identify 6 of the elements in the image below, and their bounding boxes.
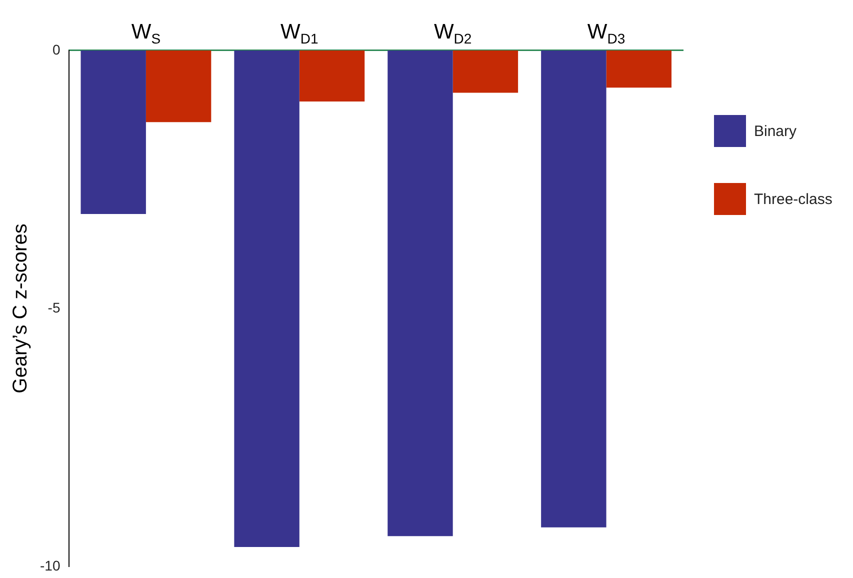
y-tick-label: 0 <box>52 41 60 58</box>
y-tick-label: -10 <box>40 557 60 574</box>
y-tick-label: -5 <box>48 299 60 316</box>
legend-label: Binary <box>754 122 797 140</box>
y-axis-title: Geary’s C z-scores <box>10 224 32 394</box>
legend-label: Three-class <box>754 190 832 208</box>
